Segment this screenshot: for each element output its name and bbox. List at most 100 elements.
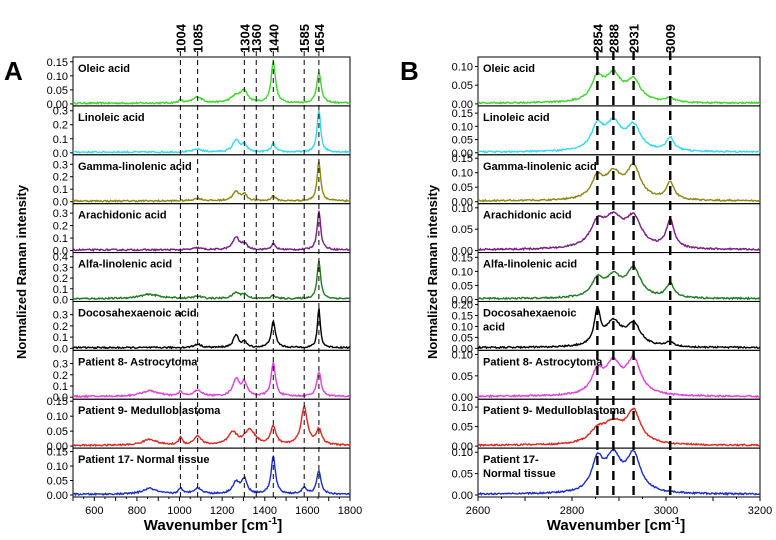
y-tick-label: 0.3 (53, 262, 68, 274)
y-tick-label: 0.10 (452, 349, 473, 361)
peak-label-1304: 1304 (237, 23, 252, 53)
y-tick-label: 0.05 (452, 422, 473, 434)
series-label-patient-17-normal-tissue: Patient 17-Normal tissue (483, 454, 556, 480)
x-tick-label: 3000 (654, 505, 678, 517)
series-label-oleic-acid: Oleic acid (483, 63, 535, 75)
y-tick-label: 0.05 (452, 469, 473, 481)
series-label-linoleic-acid: Linoleic acid (483, 112, 550, 124)
y-tick-label: 0.0 (53, 294, 68, 306)
y-tick-label: 0.05 (452, 182, 473, 194)
y-tick-label: 0.2 (53, 370, 68, 382)
series-label-oleic-acid: Oleic acid (78, 63, 130, 75)
peak-label-2888: 2888 (606, 24, 621, 53)
x-tick-label: 2600 (466, 505, 490, 517)
spectrum-line-linoleic-acid (477, 116, 761, 154)
y-axis-label-b: Normalized Raman intensity (425, 184, 440, 359)
panel-letter-a: A (4, 56, 23, 86)
y-tick-label: 0.15 (47, 396, 68, 408)
y-tick-label: 0.2 (53, 321, 68, 333)
series-label-arachidonic-acid: Arachidonic acid (483, 210, 572, 222)
y-tick-label: 0.10 (452, 61, 473, 73)
y-tick-label: 0.05 (47, 476, 68, 488)
spectrum-line-patient-17-normal-tissue (477, 449, 761, 496)
spectrum-line-gamma-linolenic-acid (72, 161, 351, 203)
series-label-patient-8-astrocytoma: Patient 8- Astrocytoma (483, 356, 603, 368)
x-tick-label: 800 (128, 505, 146, 517)
y-tick-label: 0.05 (452, 80, 473, 92)
y-tick-label: 0.1 (53, 233, 68, 245)
series-label-gamma-linolenic-acid: Gamma-linolenic acid (483, 161, 597, 173)
x-axis-title-a: Wavenumber [cm-1] (144, 516, 282, 534)
y-tick-label: 0.15 (47, 57, 68, 69)
y-tick-label: 0.10 (452, 402, 473, 414)
peak-label-3009: 3009 (663, 24, 678, 53)
y-tick-label: 0.00 (47, 490, 68, 502)
y-tick-label: 0.10 (47, 461, 68, 473)
y-axis-label-a: Normalized Raman intensity (14, 184, 29, 359)
x-tick-label: 1800 (338, 505, 362, 517)
x-tick-label: 1600 (295, 505, 319, 517)
series-label-docosahexaenoic-acid: Docosahexaenoic acid (483, 307, 577, 333)
y-tick-label: 0.15 (452, 108, 473, 120)
y-tick-label: 0.00 (452, 392, 473, 404)
y-tick-label: 0.1 (53, 134, 68, 146)
y-tick-label: 0.05 (452, 224, 473, 236)
y-tick-label: 0.10 (452, 203, 473, 215)
y-tick-label: 0.00 (47, 441, 68, 453)
series-label-linoleic-acid: Linoleic acid (78, 112, 145, 124)
y-tick-label: 0.05 (47, 426, 68, 438)
y-tick-label: 0.4 (53, 252, 68, 264)
y-tick-label: 0.05 (47, 85, 68, 97)
y-tick-label: 0.20 (452, 300, 473, 312)
peak-label-1360: 1360 (249, 24, 264, 53)
series-label-patient-9-medulloblastoma: Patient 9- Medulloblastoma (483, 405, 626, 417)
x-tick-label: 1400 (253, 505, 277, 517)
peak-label-1654: 1654 (312, 23, 327, 53)
y-tick-label: 0.1 (53, 184, 68, 196)
y-tick-label: 0.2 (53, 172, 68, 184)
series-label-patient-9-medulloblastoma: Patient 9- Medulloblastoma (78, 405, 221, 417)
spectrum-line-docosahexaenoic-acid (477, 306, 761, 350)
y-tick-label: 0.3 (53, 359, 68, 371)
y-tick-label: 0.3 (53, 310, 68, 322)
spectrum-line-gamma-linolenic-acid (478, 162, 761, 203)
spectrum-line-oleic-acid (72, 61, 351, 106)
peak-label-1440: 1440 (266, 24, 281, 53)
y-tick-label: 0.2 (53, 221, 68, 233)
y-tick-label: 0.00 (452, 99, 473, 111)
y-tick-label: 0.00 (452, 441, 473, 453)
y-tick-label: 0.10 (452, 121, 473, 133)
y-tick-label: 0.0 (53, 343, 68, 355)
y-tick-label: 0.10 (47, 71, 68, 83)
y-tick-label: 0.00 (452, 197, 473, 209)
y-tick-label: 0.0 (53, 246, 68, 258)
x-axis-title-b: Wavenumber [cm-1] (547, 516, 685, 534)
series-label-patient-8-astrocytoma: Patient 8- Astrocytoma (78, 356, 198, 368)
x-tick-label: 1200 (210, 505, 234, 517)
y-tick-label: 0.3 (53, 106, 68, 118)
y-tick-label: 0.1 (53, 381, 68, 393)
panel-letter-b: B (400, 56, 419, 86)
y-tick-label: 0.00 (452, 490, 473, 502)
series-label-alfa-linolenic-acid: Alfa-linolenic acid (78, 259, 172, 271)
peak-label-1585: 1585 (297, 24, 312, 53)
y-tick-label: 0.15 (452, 310, 473, 322)
x-tick-label: 2800 (560, 505, 584, 517)
peak-label-1004: 1004 (173, 23, 188, 53)
y-tick-label: 0.05 (452, 135, 473, 147)
x-tick-label: 1000 (167, 505, 191, 517)
peak-label-2931: 2931 (627, 24, 642, 53)
y-tick-label: 0.00 (452, 148, 473, 160)
y-tick-label: 0.0 (53, 392, 68, 404)
y-tick-label: 0.05 (452, 371, 473, 383)
y-tick-label: 0.00 (452, 294, 473, 306)
y-tick-label: 0.3 (53, 208, 68, 220)
spectrum-line-patient-8-astrocytoma (477, 354, 761, 399)
x-tick-label: 600 (85, 505, 103, 517)
y-tick-label: 0.10 (452, 168, 473, 180)
series-label-patient-17-normal-tissue: Patient 17- Normal tissue (78, 454, 209, 466)
y-tick-label: 0.1 (53, 284, 68, 296)
